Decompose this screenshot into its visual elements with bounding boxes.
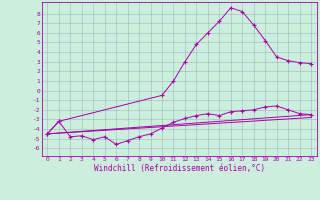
X-axis label: Windchill (Refroidissement éolien,°C): Windchill (Refroidissement éolien,°C): [94, 164, 265, 173]
